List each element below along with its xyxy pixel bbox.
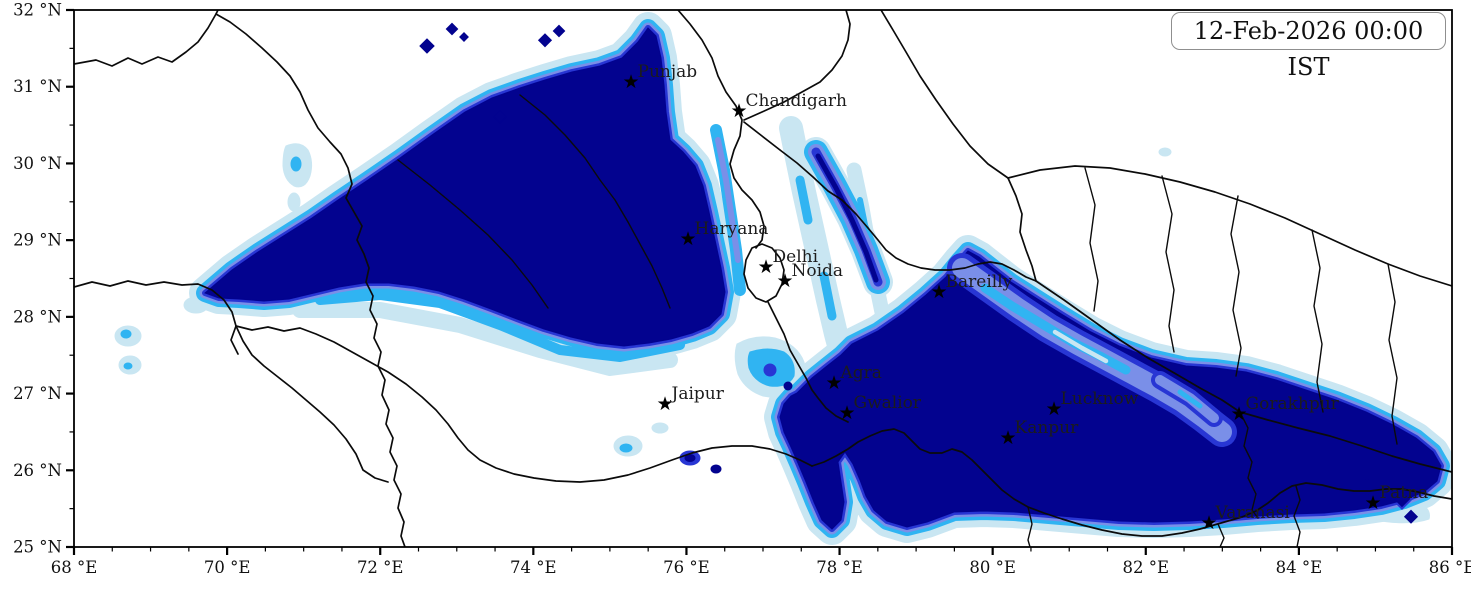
x-tick-label: 78 °E — [816, 558, 863, 577]
city-star-bareilly: ★ — [930, 281, 947, 303]
x-tick-label: 84 °E — [1276, 558, 1323, 577]
y-tick-label: 29 °N — [13, 231, 62, 250]
city-label-haryana: Haryana — [695, 219, 769, 239]
city-label-patna: Patna — [1380, 483, 1429, 503]
city-label-varanasi: Varanasi — [1215, 503, 1291, 523]
y-tick-label: 31 °N — [13, 77, 62, 96]
city-star-delhi: ★ — [757, 256, 774, 278]
border-nepal-province-4 — [1311, 229, 1324, 413]
x-tick-label: 86 °E — [1429, 558, 1471, 577]
border-bihar-jharkhand — [1293, 485, 1301, 547]
border-himachal-uttarakhand — [743, 10, 851, 121]
city-star-gwalior: ★ — [838, 402, 855, 424]
x-tick-label: 72 °E — [357, 558, 404, 577]
city-star-patna: ★ — [1364, 492, 1381, 514]
fog-interior-channel — [947, 253, 1237, 447]
border-punjab-himachal — [677, 10, 765, 249]
city-star-gorakhpur: ★ — [1230, 403, 1247, 425]
x-tick-label: 70 °E — [204, 558, 251, 577]
city-star-agra: ★ — [825, 372, 842, 394]
x-tick-label: 80 °E — [969, 558, 1016, 577]
x-tick-label: 74 °E — [510, 558, 557, 577]
border-nepal-province-2 — [1161, 175, 1175, 353]
border-nepal-province-1 — [1084, 167, 1099, 312]
city-star-lucknow: ★ — [1045, 398, 1062, 420]
border-yamuna-up — [767, 301, 849, 423]
y-tick-label: 25 °N — [13, 538, 62, 557]
city-star-kanpur: ★ — [999, 427, 1016, 449]
border-bottom-center — [1027, 506, 1033, 547]
city-label-delhi: Delhi — [773, 247, 819, 267]
city-label-noida: Noida — [792, 261, 844, 281]
border-uttarakhand-nepal-north — [880, 10, 1009, 179]
border-nepal-south — [1035, 280, 1452, 473]
city-label-punjab: Punjab — [638, 62, 698, 82]
city-label-agra: Agra — [840, 363, 882, 383]
x-tick-label: 82 °E — [1123, 558, 1170, 577]
y-tick-label: 26 °N — [13, 461, 62, 480]
border-up-bihar — [1239, 411, 1259, 519]
fog-layers — [114, 12, 1452, 545]
city-label-gwalior: Gwalior — [854, 393, 922, 413]
fog-core-densest — [204, 22, 1442, 530]
timestamp-badge: 12-Feb-2026 00:00 IST — [1171, 12, 1446, 81]
y-tick-label: 32 °N — [13, 1, 62, 20]
x-axis: 68 °E 70 °E 72 °E 74 °E 76 °E 78 °E 80 °E 82 °E… — [51, 547, 1471, 577]
fog-region-northwest — [204, 27, 726, 347]
y-axis: 25 °N 26 °N 27 °N 28 °N 29 °N 30 °N 31 °N 32 °N — [13, 1, 74, 557]
border-rajasthan-south — [235, 325, 813, 483]
border-nepal-west — [1007, 177, 1037, 282]
border-kashmir-northwest — [74, 10, 219, 67]
border-nepal-north — [1007, 165, 1452, 287]
y-tick-label: 28 °N — [13, 307, 62, 326]
city-star-noida: ★ — [776, 270, 793, 292]
border-up-uttarakhand — [743, 121, 1037, 282]
border-nepal-province-5 — [1387, 263, 1398, 445]
x-tick-label: 76 °E — [663, 558, 710, 577]
boundary-lines — [74, 10, 1452, 547]
border-rajasthan-haryana — [397, 159, 549, 309]
border-left-horizontal — [74, 280, 239, 355]
border-western-international — [215, 13, 406, 547]
city-star-jaipur: ★ — [656, 393, 673, 415]
border-delhi-nct — [743, 243, 785, 303]
city-star-varanasi: ★ — [1200, 512, 1217, 534]
city-label-jaipur: Jaipur — [670, 384, 725, 404]
border-varanasi-south — [1217, 523, 1225, 547]
city-label-bareilly: Bareilly — [946, 272, 1013, 292]
border-madhyapradesh-up — [811, 428, 1452, 537]
city-label-kanpur: Kanpur — [1015, 418, 1080, 438]
border-punjab-haryana — [519, 94, 671, 309]
city-star-haryana: ★ — [679, 228, 696, 250]
city-markers: ★Punjab★Chandigarh★Haryana★Delhi★Noida★B… — [622, 62, 1428, 534]
city-label-gorakhpur: Gorakhpur — [1246, 394, 1340, 414]
city-label-chandigarh: Chandigarh — [746, 91, 848, 111]
y-tick-label: 30 °N — [13, 154, 62, 173]
city-star-punjab: ★ — [622, 71, 639, 93]
border-nepal-province-3 — [1230, 195, 1242, 377]
city-label-lucknow: Lucknow — [1061, 389, 1139, 409]
city-star-chandigarh: ★ — [730, 100, 747, 122]
border-rajasthan-southwest — [235, 325, 389, 483]
y-tick-label: 27 °N — [13, 384, 62, 403]
x-tick-label: 68 °E — [51, 558, 98, 577]
